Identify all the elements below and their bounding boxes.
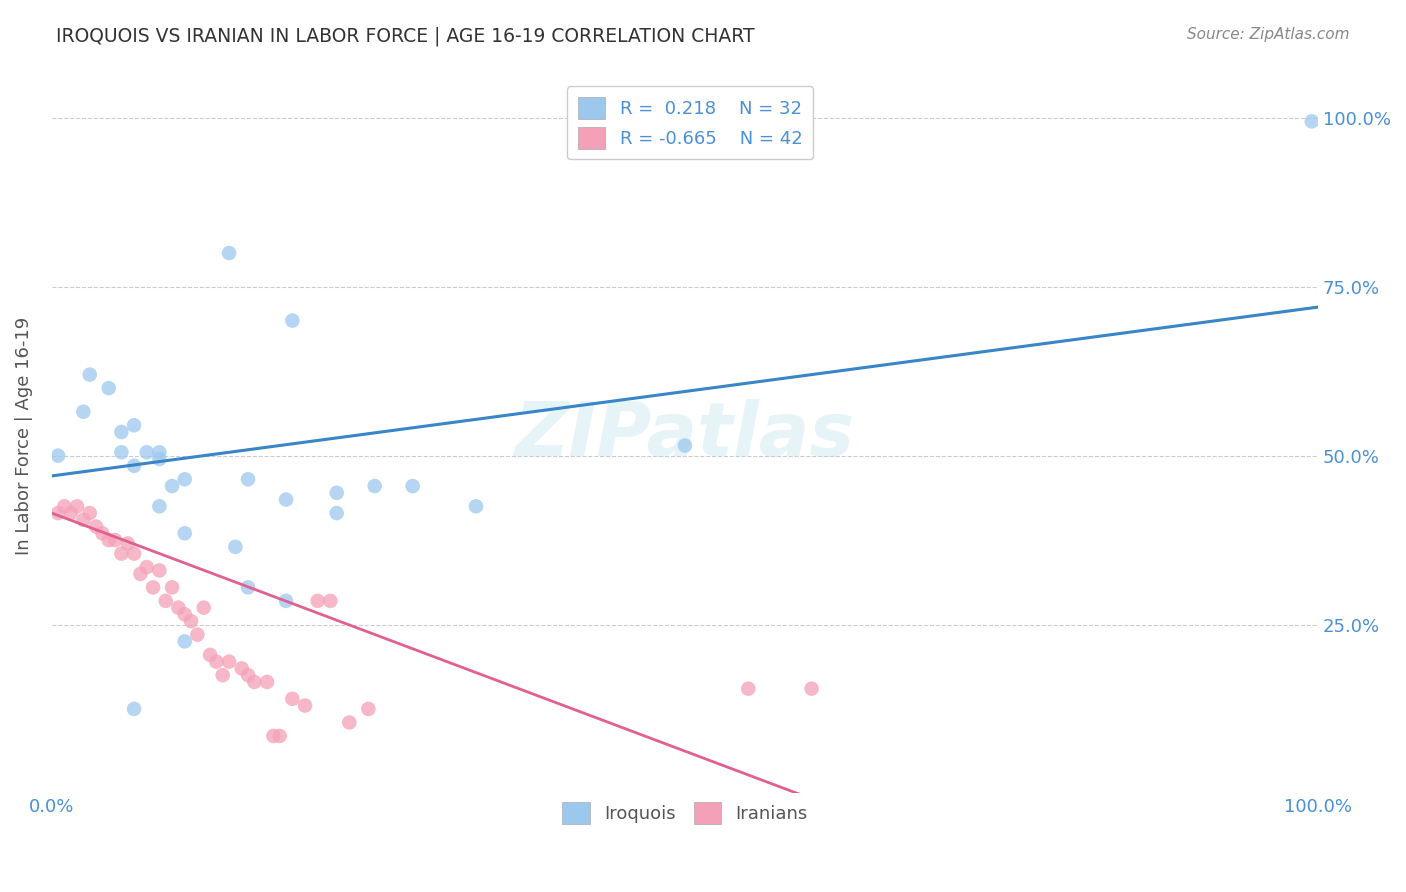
Point [122, 702, 145, 716]
Y-axis label: In Labor Force | Age 16-19: In Labor Force | Age 16-19 [15, 317, 32, 555]
Point [243, 674, 266, 689]
Point [148, 500, 170, 514]
Point [79, 368, 101, 382]
Text: Source: ZipAtlas.com: Source: ZipAtlas.com [1187, 27, 1350, 42]
Point [110, 547, 132, 561]
Point [160, 479, 183, 493]
Point [357, 702, 380, 716]
Point [224, 540, 246, 554]
Point [281, 313, 304, 327]
Point [66, 500, 89, 514]
Point [800, 681, 823, 696]
Point [211, 668, 233, 682]
Point [173, 634, 195, 648]
Text: ZIPatlas: ZIPatlas [515, 399, 855, 472]
Point [274, 492, 297, 507]
Point [193, 600, 215, 615]
Point [319, 594, 342, 608]
Point [59, 506, 82, 520]
Point [198, 648, 221, 662]
Point [218, 246, 240, 260]
Point [173, 607, 195, 622]
Point [269, 729, 291, 743]
Point [465, 500, 488, 514]
Point [173, 526, 195, 541]
Point [110, 445, 132, 459]
Point [186, 627, 208, 641]
Point [91, 526, 114, 541]
Point [148, 564, 170, 578]
Point [148, 445, 170, 459]
Point [294, 698, 316, 713]
Point [307, 594, 329, 608]
Point [53, 500, 76, 514]
Point [117, 536, 139, 550]
Point [110, 425, 132, 439]
Point [236, 472, 259, 486]
Point [46, 506, 69, 520]
Point [122, 418, 145, 433]
Point [325, 485, 347, 500]
Point [160, 580, 183, 594]
Point [72, 405, 94, 419]
Legend: Iroquois, Iranians: Iroquois, Iranians [551, 790, 818, 834]
Point [218, 655, 240, 669]
Point [148, 452, 170, 467]
Text: IROQUOIS VS IRANIAN IN LABOR FORCE | AGE 16-19 CORRELATION CHART: IROQUOIS VS IRANIAN IN LABOR FORCE | AGE… [56, 27, 755, 46]
Point [262, 729, 284, 743]
Point [97, 381, 120, 395]
Point [1301, 114, 1323, 128]
Point [122, 458, 145, 473]
Point [281, 691, 304, 706]
Point [84, 519, 107, 533]
Point [231, 661, 253, 675]
Point [46, 449, 69, 463]
Point [325, 506, 347, 520]
Point [97, 533, 120, 547]
Point [173, 472, 195, 486]
Point [363, 479, 385, 493]
Point [155, 594, 177, 608]
Point [142, 580, 165, 594]
Point [236, 580, 259, 594]
Point [337, 715, 360, 730]
Point [236, 668, 259, 682]
Point [205, 655, 228, 669]
Point [135, 445, 157, 459]
Point [104, 533, 127, 547]
Point [180, 614, 202, 628]
Point [256, 674, 278, 689]
Point [135, 560, 157, 574]
Point [79, 506, 101, 520]
Point [72, 513, 94, 527]
Point [737, 681, 759, 696]
Point [122, 547, 145, 561]
Point [274, 594, 297, 608]
Point [167, 600, 190, 615]
Point [129, 566, 152, 581]
Point [402, 479, 425, 493]
Point [673, 438, 696, 452]
